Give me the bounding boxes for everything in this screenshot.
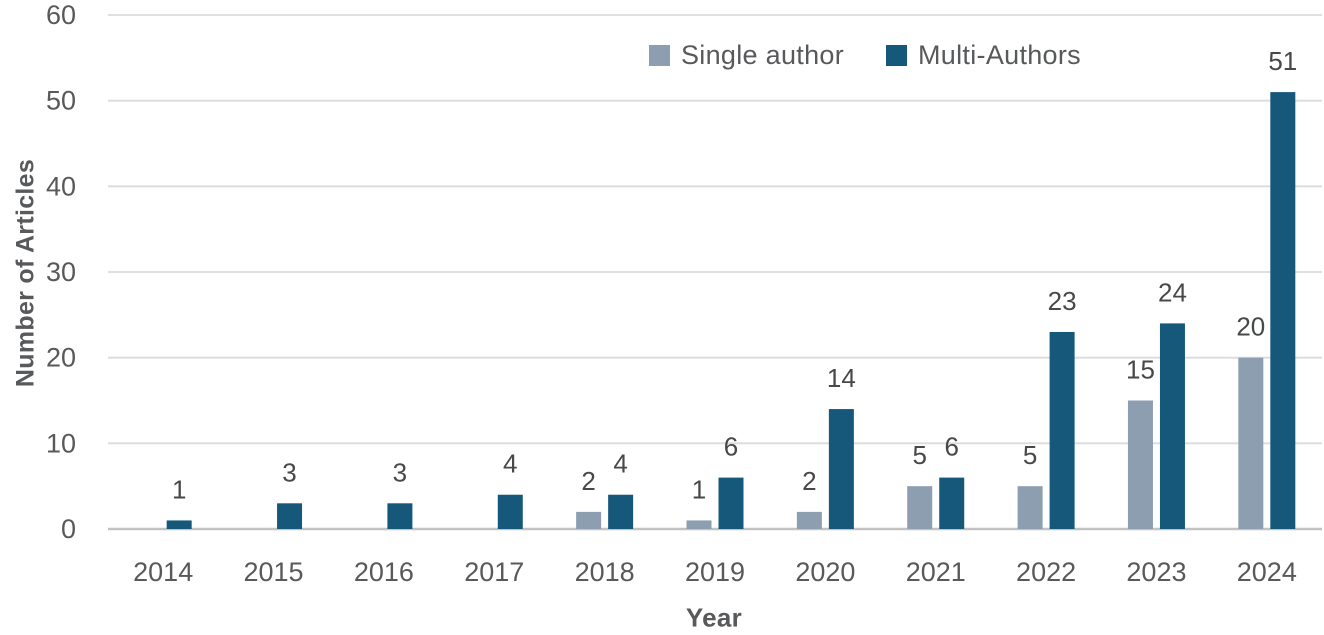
bar-multi-authors	[166, 520, 192, 529]
bar-data-label: 20	[1236, 312, 1265, 342]
bar-multi-authors	[277, 503, 303, 529]
y-tick-label: 40	[46, 171, 76, 201]
x-tick-label: 2022	[1016, 557, 1076, 587]
bar-multi-authors	[1270, 92, 1296, 529]
bar-multi-authors	[939, 477, 965, 529]
bar-single-author	[1238, 357, 1264, 529]
x-tick-label: 2020	[795, 557, 855, 587]
bar-data-label: 24	[1158, 277, 1187, 307]
bar-single-author	[1127, 400, 1153, 529]
bar-multi-authors	[608, 494, 634, 529]
x-tick-label: 2015	[244, 557, 304, 587]
bar-data-label: 51	[1268, 46, 1297, 76]
bar-multi-authors	[387, 503, 413, 529]
bar-data-label: 2	[581, 466, 595, 496]
x-tick-label: 2019	[685, 557, 745, 587]
bar-multi-authors	[497, 494, 523, 529]
bar-single-author	[1017, 486, 1043, 529]
legend-label-single-author: Single author	[681, 40, 845, 70]
x-tick-label: 2024	[1237, 557, 1297, 587]
x-tick-label: 2018	[575, 557, 635, 587]
y-tick-label: 60	[46, 0, 76, 30]
bar-data-label: 4	[503, 449, 517, 479]
bar-single-author	[686, 520, 712, 529]
y-tick-label: 10	[46, 428, 76, 458]
x-tick-label: 2016	[354, 557, 414, 587]
bar-multi-authors	[828, 409, 854, 529]
x-tick-label: 2014	[133, 557, 193, 587]
legend-label-multi-authors: Multi-Authors	[918, 40, 1081, 70]
legend-item-single-author: Single author	[649, 40, 844, 71]
bar-data-label: 14	[827, 363, 856, 393]
legend-item-multi-authors: Multi-Authors	[886, 40, 1081, 71]
y-axis-title: Number of Articles	[11, 158, 40, 388]
bar-data-label: 2	[802, 466, 816, 496]
bar-data-label: 3	[282, 457, 296, 487]
x-tick-label: 2023	[1126, 557, 1186, 587]
bar-data-label: 3	[393, 457, 407, 487]
bar-data-label: 4	[613, 449, 627, 479]
bar-multi-authors	[718, 477, 744, 529]
bar-single-author	[907, 486, 933, 529]
x-tick-label: 2021	[906, 557, 966, 587]
bar-single-author	[796, 511, 822, 529]
multi-authors-swatch-icon	[886, 45, 908, 66]
x-tick-label: 2017	[464, 557, 524, 587]
bar-data-label: 1	[172, 474, 186, 504]
single-author-swatch-icon	[649, 45, 670, 66]
bar-data-label: 15	[1126, 355, 1155, 385]
bar-data-label: 5	[912, 440, 926, 470]
bar-single-author	[576, 511, 602, 529]
y-tick-label: 20	[46, 343, 76, 373]
bar-data-label: 23	[1048, 286, 1077, 316]
chart-legend: Single author Multi-Authors	[649, 40, 1081, 71]
y-tick-label: 50	[46, 86, 76, 116]
bar-data-label: 5	[1023, 440, 1037, 470]
bar-multi-authors	[1049, 331, 1075, 529]
bar-data-label: 1	[692, 474, 706, 504]
y-tick-label: 30	[46, 257, 76, 287]
bar-data-label: 6	[944, 432, 958, 462]
bar-multi-authors	[1159, 323, 1185, 529]
x-axis-title: Year	[685, 602, 743, 633]
bar-data-label: 6	[724, 432, 738, 462]
y-tick-label: 0	[61, 514, 76, 544]
